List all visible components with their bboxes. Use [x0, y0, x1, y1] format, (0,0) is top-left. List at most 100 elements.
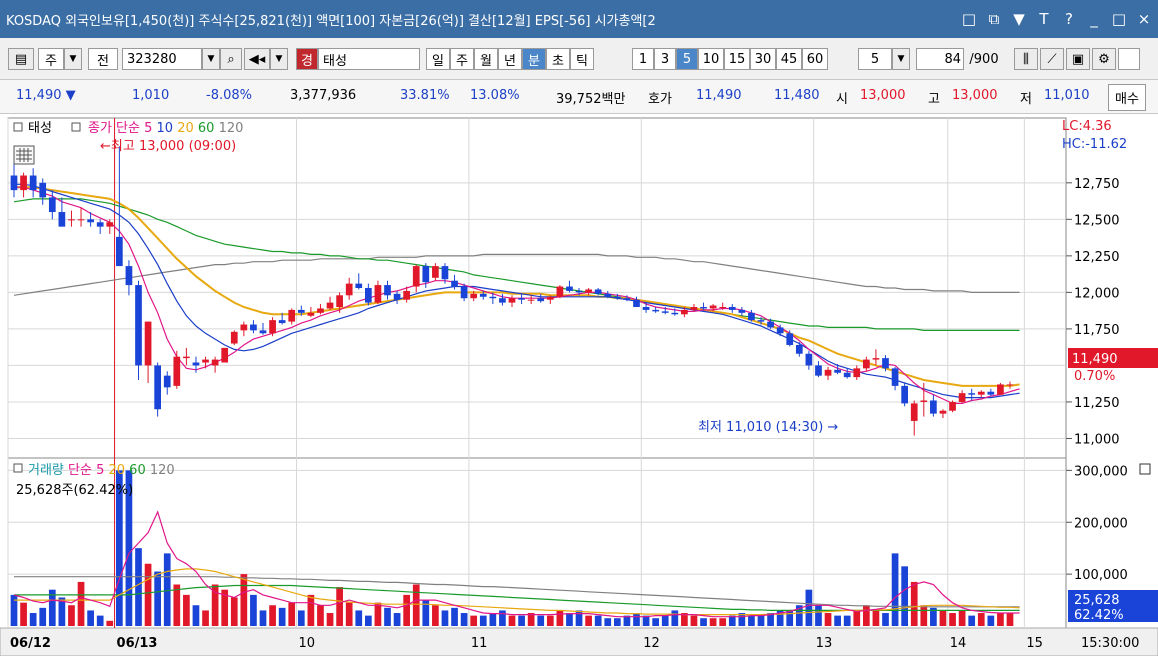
period-button-0[interactable]: 일 [426, 48, 450, 70]
chart-type-icon[interactable]: ▤ [8, 48, 34, 70]
market-dropdown-icon[interactable]: ▼ [64, 48, 82, 70]
interval-button-15[interactable]: 15 [724, 48, 750, 70]
stock-name-field[interactable]: 태성 [318, 48, 420, 70]
volume-bar [527, 613, 535, 626]
candle-body [700, 306, 707, 309]
buy-button[interactable]: 매수 [1108, 84, 1146, 111]
period-button-3[interactable]: 년 [498, 48, 522, 70]
panel-toggle-icon[interactable] [71, 122, 81, 132]
interval-button-60[interactable]: 60 [802, 48, 828, 70]
legend-item: 종가 단순 5 [88, 121, 152, 136]
interval-button-5[interactable]: 5 [676, 48, 698, 70]
candle-body [393, 293, 401, 300]
candle-body [613, 296, 621, 299]
ma-5-line [14, 186, 1020, 404]
interval-button-3[interactable]: 3 [654, 48, 676, 70]
interval-button-10[interactable]: 10 [698, 48, 724, 70]
interval-dropdown-icon[interactable]: ▼ [892, 48, 910, 70]
volume-bar [163, 553, 171, 626]
candle-body [882, 358, 889, 369]
title-bar: KOSDAQ 외국인보유[1,450(천)] 주식수[25,821(천)] 액면… [0, 0, 1158, 38]
candle-body [661, 311, 669, 313]
low-label: 저 [1020, 92, 1032, 107]
ma-60-line [13, 198, 1020, 331]
candle-body [709, 305, 717, 309]
code-input[interactable]: 323280 [122, 48, 202, 70]
current-price-axis-label: 11,490 [1072, 352, 1118, 367]
volume-bar [144, 563, 152, 626]
interval-button-45[interactable]: 45 [776, 48, 802, 70]
period-button-2[interactable]: 월 [474, 48, 498, 70]
price-legend: 종가 단순 5 10 20 60 120 [88, 121, 243, 136]
settings-icon[interactable]: ⚙ [1092, 48, 1116, 70]
price-volume-chart[interactable]: 12,750 12,500 12,250 12,000 11,750 11,250 11,0… [0, 114, 1158, 657]
speaker-dropdown-icon[interactable]: ▼ [270, 48, 288, 70]
legend-item: 120 [146, 463, 175, 478]
candle-body [87, 219, 94, 223]
candle-body [106, 222, 114, 227]
volume-bar [681, 613, 688, 626]
minimize-icon[interactable]: _ [1090, 10, 1098, 28]
interval-button-1[interactable]: 1 [632, 48, 654, 70]
candle-body [297, 309, 305, 313]
volume-bar [719, 618, 727, 626]
candle-body [987, 391, 995, 395]
volume-bar [508, 615, 516, 626]
candle-body [269, 320, 276, 334]
volume-bar [489, 613, 497, 626]
x-axis-time: 15:30:00 [1081, 636, 1139, 651]
volume-bar [958, 610, 966, 626]
volume-bar [1006, 612, 1014, 626]
period-button-4[interactable]: 분 [522, 48, 546, 70]
volume-bar [939, 610, 947, 626]
candle-icon[interactable]: ⫼ [1014, 48, 1038, 70]
candle-body [537, 298, 545, 302]
lc-label: LC:4.36 [1062, 119, 1112, 134]
period-button-5[interactable]: 초 [546, 48, 570, 70]
volume-bar [968, 615, 976, 626]
maximize-icon[interactable]: □ [1111, 10, 1127, 28]
restore-icon[interactable]: ⧉ [988, 10, 1000, 28]
prev-button[interactable]: 전 [88, 48, 118, 70]
period-button-1[interactable]: 주 [450, 48, 474, 70]
candle-body [499, 298, 506, 303]
save-icon[interactable]: ▣ [1066, 48, 1090, 70]
interval-value-field[interactable]: 5 [858, 48, 892, 70]
panel-toggle-icon[interactable] [13, 463, 23, 473]
speaker-icon[interactable]: ◀◂ [244, 48, 270, 70]
volume-bar [623, 615, 631, 626]
market-button[interactable]: 주 [38, 48, 64, 70]
layout-icon[interactable]: □ [961, 10, 977, 28]
chart-area: 12,750 12,500 12,250 12,000 11,750 11,250 11,0… [0, 114, 1158, 657]
line-tool-icon[interactable]: ⟋ [1040, 48, 1064, 70]
volume-bar [87, 610, 94, 626]
candle-body [307, 312, 315, 316]
ma-120-line [13, 253, 1020, 296]
window-title: KOSDAQ 외국인보유[1,450(천)] 주식수[25,821(천)] 액면… [6, 13, 656, 29]
candle-body [604, 293, 612, 297]
volume-bar [920, 605, 928, 626]
help-icon[interactable]: ? [1065, 10, 1073, 28]
font-icon[interactable]: T [1039, 10, 1049, 28]
panel-maximize-icon[interactable] [1139, 463, 1151, 475]
price-ma-lines [13, 183, 1020, 404]
candle-body [920, 400, 928, 402]
volume-bar [824, 613, 832, 626]
volume-bar [412, 584, 420, 626]
candle-body [432, 266, 439, 278]
volume-bar [240, 574, 248, 626]
interval-button-30[interactable]: 30 [750, 48, 776, 70]
close-icon[interactable]: × [1137, 10, 1151, 28]
candle-body [489, 296, 497, 299]
count-field[interactable]: 84 [916, 48, 964, 70]
pin-icon[interactable]: ▼ [1013, 10, 1025, 28]
stock-badge: 경 [296, 48, 318, 70]
period-button-6[interactable]: 틱 [570, 48, 594, 70]
panel-toggle-icon[interactable] [13, 122, 23, 132]
candle-body [795, 344, 803, 354]
code-dropdown-icon[interactable]: ▼ [202, 48, 220, 70]
volume-bar [355, 610, 363, 626]
toggle-checkbox[interactable] [1118, 48, 1140, 70]
search-icon[interactable]: ⌕ [220, 48, 242, 70]
bid-price: 11,480 [774, 88, 820, 103]
